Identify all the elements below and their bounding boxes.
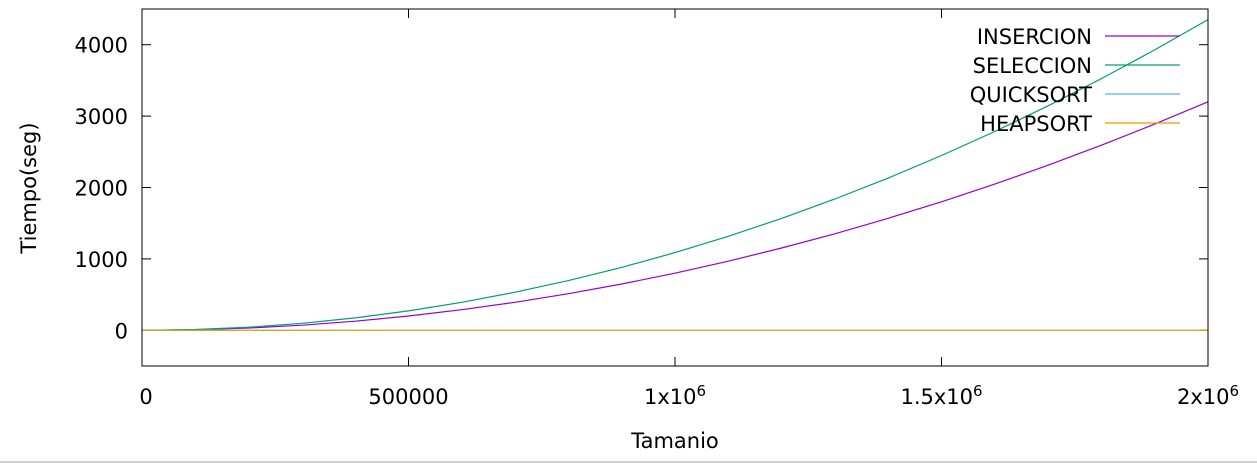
x-tick-exponent: 6 (973, 382, 983, 400)
x-tick-label: 0 (139, 385, 152, 409)
x-tick-exponent: 6 (1229, 382, 1239, 400)
legend-label: INSERCION (977, 25, 1092, 49)
series-lines (141, 19, 1209, 331)
plot-frame (141, 8, 1209, 367)
y-tick-label: 4000 (75, 34, 128, 58)
x-tick-exponent: 6 (696, 382, 706, 400)
y-axis: 0 1000 2000 3000 4000 (75, 34, 1208, 343)
legend-label: QUICKSORT (970, 83, 1092, 107)
legend-label: HEAPSORT (980, 112, 1092, 136)
y-axis-title: Tiempo(seg) (17, 122, 41, 254)
x-tick-label: 1x106 (644, 382, 706, 409)
legend: INSERCION SELECCION QUICKSORT HEAPSORT (970, 25, 1180, 136)
x-tick-label: 2x106 (1177, 382, 1239, 409)
window-bottom-border (0, 461, 1257, 463)
x-axis: 0 500000 1x106 1.5x106 2x106 (139, 9, 1239, 409)
legend-label: SELECCION (973, 54, 1092, 78)
y-tick-label: 1000 (75, 248, 128, 272)
y-tick-label: 2000 (75, 177, 128, 201)
y-tick-label: 0 (115, 319, 128, 343)
series-line-seleccion (141, 19, 1209, 331)
x-tick-label: 1.5x106 (900, 382, 982, 409)
x-tick-label: 500000 (368, 385, 448, 409)
y-tick-label: 3000 (75, 105, 128, 129)
series-line-insercion (141, 101, 1209, 331)
x-axis-title: Tamanio (630, 429, 719, 453)
